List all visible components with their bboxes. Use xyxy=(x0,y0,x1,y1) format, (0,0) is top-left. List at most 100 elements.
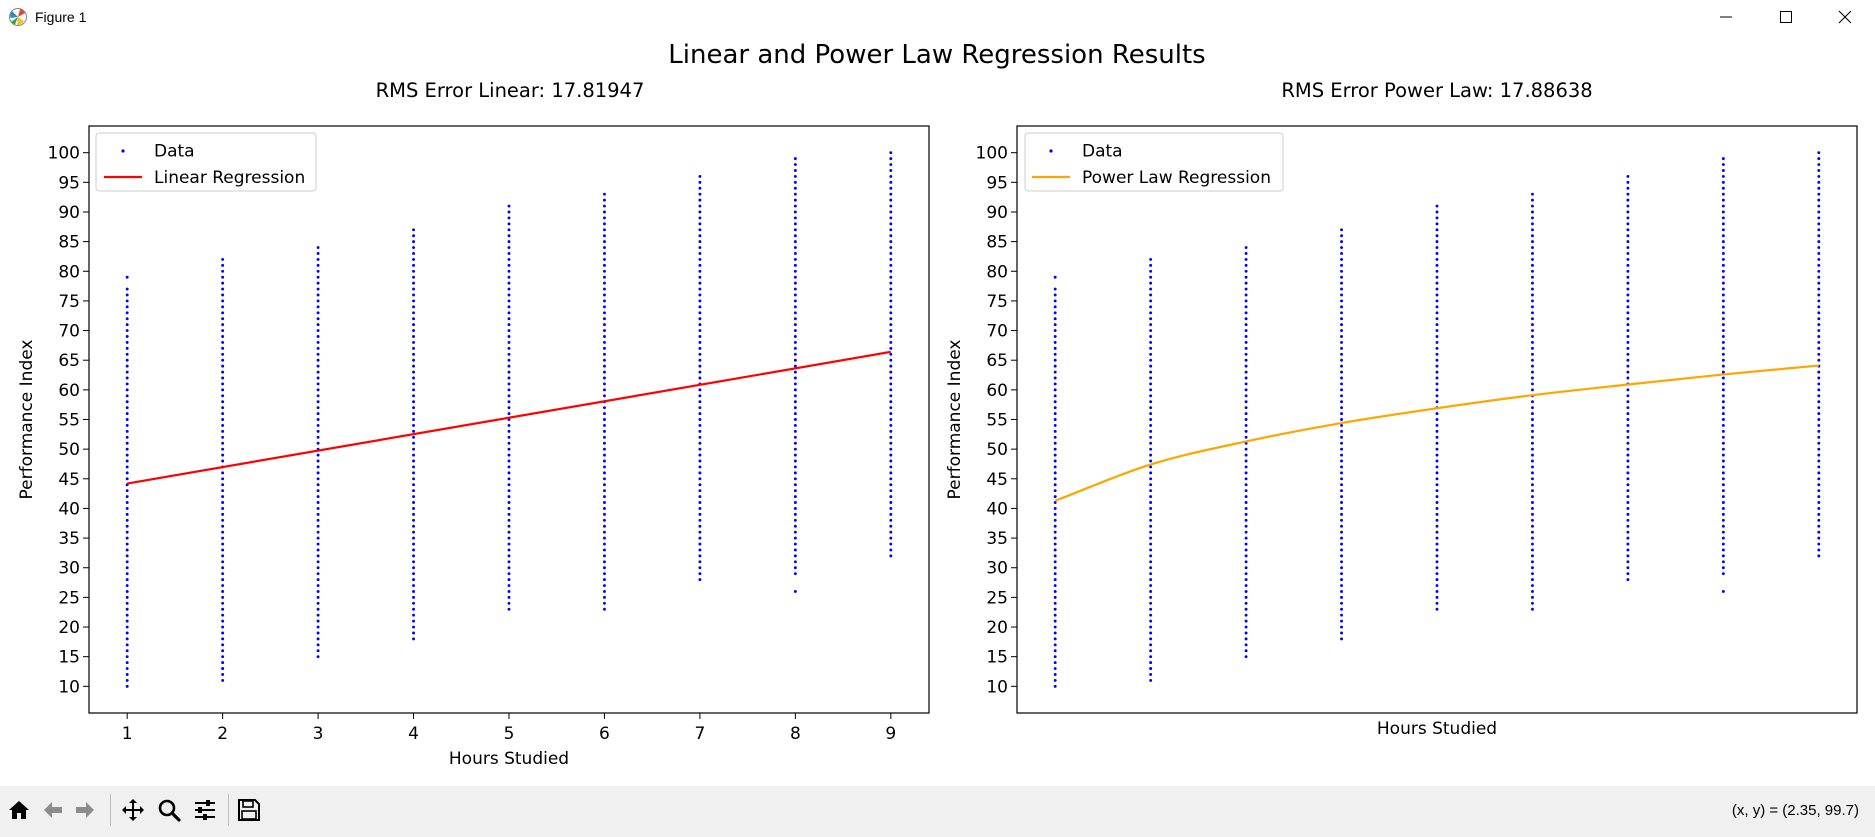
data-point xyxy=(889,453,893,457)
data-point xyxy=(316,607,320,611)
data-point xyxy=(1053,471,1057,475)
data-point xyxy=(1149,542,1153,546)
data-point xyxy=(1149,317,1153,321)
zoom-button[interactable] xyxy=(154,795,184,825)
data-point xyxy=(221,317,225,321)
maximize-button[interactable] xyxy=(1757,0,1815,34)
data-point xyxy=(125,489,129,493)
data-point xyxy=(221,275,225,279)
data-point xyxy=(1721,287,1725,291)
data-point xyxy=(1721,340,1725,344)
data-point xyxy=(125,329,129,333)
save-icon xyxy=(238,799,260,821)
pan-button[interactable] xyxy=(118,795,148,825)
maximize-icon xyxy=(1780,11,1792,23)
data-point xyxy=(603,293,606,297)
data-point xyxy=(412,483,415,487)
data-point xyxy=(507,542,511,546)
data-point xyxy=(507,346,511,350)
data-point xyxy=(793,388,797,392)
data-point xyxy=(1435,275,1439,279)
data-point xyxy=(507,210,511,214)
data-point xyxy=(412,447,415,451)
data-point xyxy=(889,204,893,208)
data-point xyxy=(221,625,225,629)
data-point xyxy=(793,311,797,315)
data-point xyxy=(1626,216,1630,220)
data-point xyxy=(507,471,511,475)
data-point xyxy=(603,275,606,279)
data-point xyxy=(1817,228,1821,232)
legend-label-data: Data xyxy=(154,142,195,162)
data-point xyxy=(125,501,129,504)
data-point xyxy=(507,595,511,599)
home-button[interactable] xyxy=(4,795,34,825)
data-point xyxy=(698,263,702,267)
data-point xyxy=(412,370,415,374)
data-point xyxy=(1340,572,1343,576)
data-point xyxy=(1149,619,1153,623)
data-point xyxy=(412,317,415,321)
data-point xyxy=(1721,382,1725,386)
data-point xyxy=(316,364,320,368)
data-point xyxy=(1244,589,1248,593)
data-point xyxy=(1053,340,1057,344)
data-point xyxy=(1817,293,1821,297)
data-point xyxy=(125,518,129,522)
configure-subplots-button[interactable] xyxy=(190,795,220,825)
data-point xyxy=(507,222,511,226)
data-point xyxy=(889,400,893,404)
data-point xyxy=(698,530,702,534)
data-point xyxy=(1721,352,1725,356)
data-point xyxy=(1340,240,1343,244)
data-point xyxy=(603,263,606,267)
data-point xyxy=(1626,252,1630,255)
data-point xyxy=(1626,317,1630,321)
data-point xyxy=(1721,495,1725,499)
data-point xyxy=(1053,495,1057,499)
data-point xyxy=(412,501,415,504)
data-point xyxy=(889,157,893,161)
y-tick-label: 80 xyxy=(58,262,80,282)
close-button[interactable] xyxy=(1816,0,1874,34)
data-point xyxy=(1149,299,1153,303)
data-point xyxy=(603,305,606,309)
forward-button[interactable] xyxy=(70,795,100,825)
data-point xyxy=(1817,406,1821,410)
data-point xyxy=(698,412,702,416)
save-button[interactable] xyxy=(234,795,264,825)
data-point xyxy=(1244,506,1248,510)
data-point xyxy=(1053,305,1057,309)
data-point xyxy=(1149,501,1153,504)
data-point xyxy=(316,429,320,433)
data-point xyxy=(125,649,129,653)
data-point xyxy=(125,453,129,457)
data-point xyxy=(1531,465,1534,469)
figure-canvas[interactable]: Linear and Power Law Regression Results … xyxy=(0,34,1875,786)
data-point xyxy=(698,512,702,516)
data-point xyxy=(1626,246,1630,250)
data-point xyxy=(1149,335,1153,338)
data-point xyxy=(221,257,225,261)
data-point xyxy=(1340,352,1343,356)
data-point xyxy=(1626,429,1630,433)
data-point xyxy=(125,423,129,427)
data-point xyxy=(221,589,225,593)
data-point xyxy=(507,317,511,321)
legend-power-law: Data Power Law Regression xyxy=(1024,132,1284,192)
data-point xyxy=(698,293,702,297)
minimize-button[interactable] xyxy=(1697,0,1755,34)
data-point xyxy=(1149,613,1153,617)
data-point xyxy=(1531,222,1534,226)
data-point xyxy=(1340,406,1343,410)
data-point xyxy=(793,281,797,285)
back-button[interactable] xyxy=(38,795,68,825)
data-point xyxy=(1531,429,1534,433)
data-point xyxy=(1244,263,1248,267)
data-point xyxy=(603,560,606,564)
data-point xyxy=(603,518,606,522)
figure-svg: Linear and Power Law Regression Results … xyxy=(17,40,1858,769)
data-point xyxy=(793,465,797,469)
data-point xyxy=(603,323,606,327)
data-point xyxy=(889,263,893,267)
